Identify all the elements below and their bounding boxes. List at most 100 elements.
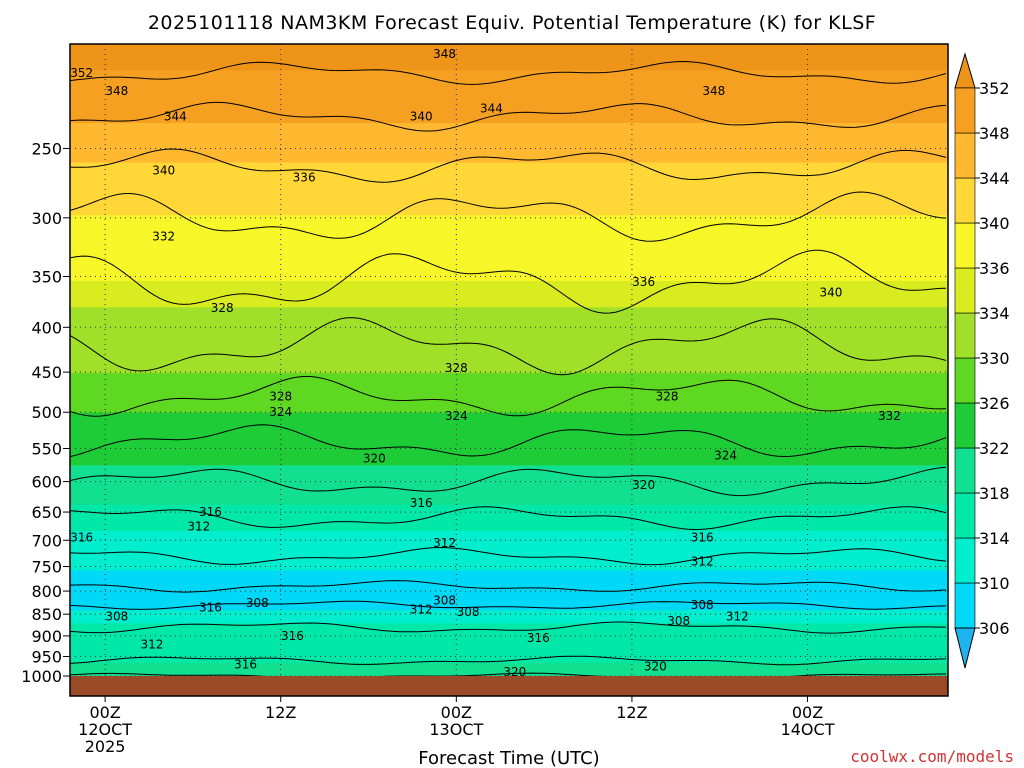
colorbar-label: 306	[979, 619, 1010, 638]
contour-line	[70, 621, 946, 634]
colorbar-label: 344	[979, 169, 1010, 188]
y-tick-label: 350	[31, 267, 62, 286]
contour-label: 308	[105, 609, 128, 623]
contour-line	[70, 600, 947, 610]
contour-label: 328	[269, 390, 292, 404]
credit-link[interactable]: coolwx.com/models	[850, 747, 1014, 766]
y-tick-label: 450	[31, 363, 62, 382]
contour-label: 316	[527, 631, 550, 645]
field-band	[70, 412, 948, 427]
contour-label: 340	[819, 285, 842, 299]
field-band	[70, 294, 948, 309]
field-band	[70, 504, 948, 519]
field-band	[70, 360, 948, 375]
grid-layer	[70, 44, 948, 677]
x-tick-label: 13OCT	[429, 720, 483, 739]
contour-line	[70, 424, 947, 458]
contour-label: 344	[164, 110, 187, 124]
contour-label: 308	[433, 593, 456, 607]
contour-label: 324	[714, 448, 737, 462]
field-band	[70, 123, 948, 138]
field-band	[70, 96, 948, 111]
x-tick-label: 12Z	[265, 703, 296, 722]
field-band	[70, 162, 948, 177]
y-tick-label: 250	[31, 139, 62, 158]
contour-label: 328	[445, 361, 468, 375]
contour-label: 320	[363, 452, 386, 466]
y-tick-label: 900	[31, 627, 62, 646]
colorbar-label: 318	[979, 484, 1010, 503]
contour-label: 308	[667, 614, 690, 628]
contour-label: 336	[293, 171, 316, 185]
field-band	[70, 70, 948, 85]
y-tick-label: 850	[31, 605, 62, 624]
contour-label: 328	[211, 301, 234, 315]
colorbar-box	[954, 312, 976, 359]
contour-label: 348	[702, 84, 725, 98]
contour-line	[70, 580, 947, 593]
field-band	[70, 491, 948, 506]
colorbar-extend-bottom	[954, 627, 976, 669]
contour-label: 312	[726, 609, 749, 623]
contour-line	[70, 546, 947, 566]
contour-line	[70, 672, 947, 680]
y-tick-label: 500	[31, 403, 62, 422]
contour-label: 352	[70, 66, 93, 80]
field-band	[70, 610, 948, 625]
contour-line	[70, 506, 947, 531]
contour-layer	[70, 60, 947, 680]
x-axis-label: Forecast Time (UTC)	[418, 748, 599, 768]
field-band	[70, 478, 948, 493]
contour-label: 324	[269, 405, 292, 419]
colorbar-box	[954, 537, 976, 584]
colorbar-label: 314	[979, 529, 1010, 548]
field-band	[70, 188, 948, 203]
field-band	[70, 544, 948, 559]
contour-label: 332	[152, 229, 175, 243]
colorbar-label: 340	[979, 214, 1010, 233]
field-band	[70, 202, 948, 217]
contour-label: 324	[445, 409, 468, 423]
colorbar-box	[954, 222, 976, 269]
y-tick-label: 550	[31, 439, 62, 458]
contour-label: 340	[152, 164, 175, 178]
colorbar-box	[954, 582, 976, 629]
y-tick-label: 800	[31, 582, 62, 601]
contour-label: 316	[70, 531, 93, 545]
x-tick-label: 12Z	[616, 703, 647, 722]
contour-label: 312	[433, 536, 456, 550]
y-tick-label: 1000	[21, 667, 62, 686]
y-tick-label: 950	[31, 647, 62, 666]
colorbar-box	[954, 447, 976, 494]
contour-label: 308	[691, 598, 714, 612]
contour-label: 340	[410, 110, 433, 124]
field-band	[70, 267, 948, 282]
colorbar-label: 336	[979, 259, 1010, 278]
contour-label: 316	[199, 505, 222, 519]
contour-line	[70, 655, 947, 666]
ground-strip	[70, 676, 948, 696]
field-band	[70, 570, 948, 585]
x-tick-label: 00Z	[89, 703, 120, 722]
field-band	[70, 597, 948, 612]
colorbar-box	[954, 132, 976, 179]
colorbar-box	[954, 87, 976, 134]
colorbar-box	[954, 177, 976, 224]
x-tick-label: 2025	[85, 737, 126, 756]
contour-label: 312	[187, 519, 210, 533]
field-band	[70, 465, 948, 480]
colorbar-label: 352	[979, 79, 1010, 98]
contour-line	[70, 466, 947, 497]
field-band	[70, 254, 948, 269]
colorbar-label: 348	[979, 124, 1010, 143]
field-band	[70, 373, 948, 388]
contour-label: 320	[503, 665, 526, 679]
colorbar: 306 310 314 318 322 326 330 334 336 340 344 348 352	[954, 52, 1010, 669]
contour-label: 316	[691, 531, 714, 545]
field-band	[70, 57, 948, 72]
field-band	[70, 215, 948, 230]
field-band	[70, 636, 948, 651]
field-band	[70, 439, 948, 454]
field-band	[70, 149, 948, 164]
